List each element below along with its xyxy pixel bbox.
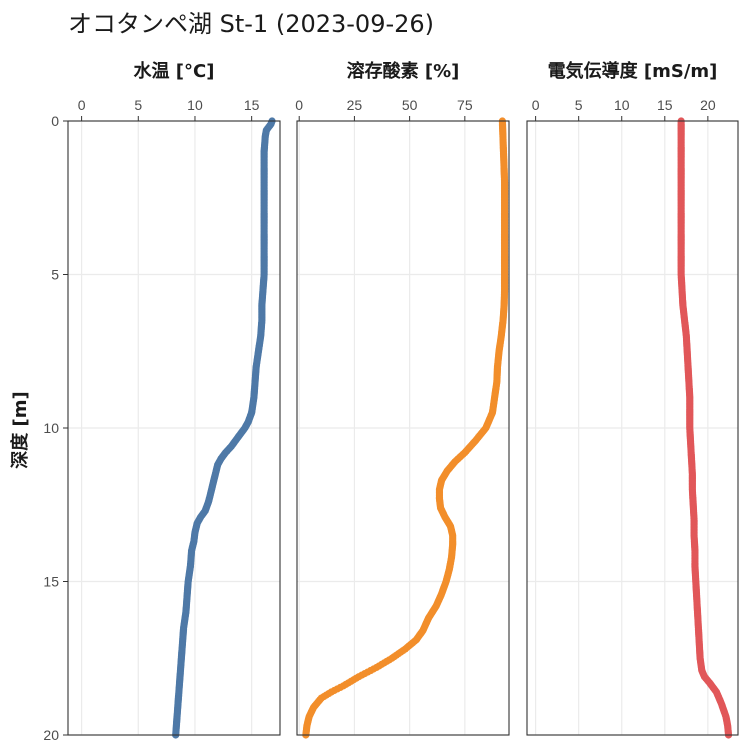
depth-tick-label: 10: [43, 420, 59, 436]
depth-axis: 0 5 10 15 20: [43, 113, 68, 743]
chart-title: オコタンペ湖 St-1 (2023-09-26): [68, 10, 435, 38]
depth-tick-label: 0: [51, 113, 59, 129]
depth-tick-label: 5: [51, 267, 59, 283]
panel-border: [296, 120, 510, 736]
panel-title: 溶存酸素 [%]: [347, 60, 460, 82]
panel-title: 電気伝導度 [mS/m]: [548, 60, 718, 82]
x-tick-label: 0: [295, 97, 303, 113]
x-tick-label: 5: [134, 97, 142, 113]
x-tick-label: 75: [457, 97, 473, 113]
depth-tick-label: 20: [43, 727, 59, 743]
x-tick-label: 10: [614, 97, 630, 113]
panel-2: 0 25 50 75 溶存酸素 [%]: [295, 60, 510, 739]
data-series: [302, 117, 509, 739]
panel-border: [526, 120, 739, 736]
x-tick-label: 0: [78, 97, 86, 113]
x-tick-label: 50: [402, 97, 418, 113]
data-series: [677, 117, 733, 739]
x-tick-label: 25: [347, 97, 363, 113]
depth-tick-label: 15: [43, 574, 59, 590]
depth-axis-title: 深度 [m]: [9, 391, 31, 468]
panel-1: 0 5 10 15 水温 [°C]: [67, 60, 281, 739]
data-series: [172, 117, 276, 739]
x-tick-label: 15: [657, 97, 673, 113]
panel-title: 水温 [°C]: [134, 60, 215, 82]
panels: 0 5 10 15 水温 [°C] 0 25 50 75 溶存酸素 [%] 0 5 10 15 20 電気伝導…: [67, 60, 739, 739]
x-tick-label: 10: [187, 97, 203, 113]
x-tick-label: 5: [575, 97, 583, 113]
x-tick-label: 15: [244, 97, 260, 113]
x-tick-label: 20: [700, 97, 716, 113]
panel-3: 0 5 10 15 20 電気伝導度 [mS/m]: [526, 60, 739, 739]
panel-border: [67, 120, 281, 736]
x-tick-label: 0: [532, 97, 540, 113]
